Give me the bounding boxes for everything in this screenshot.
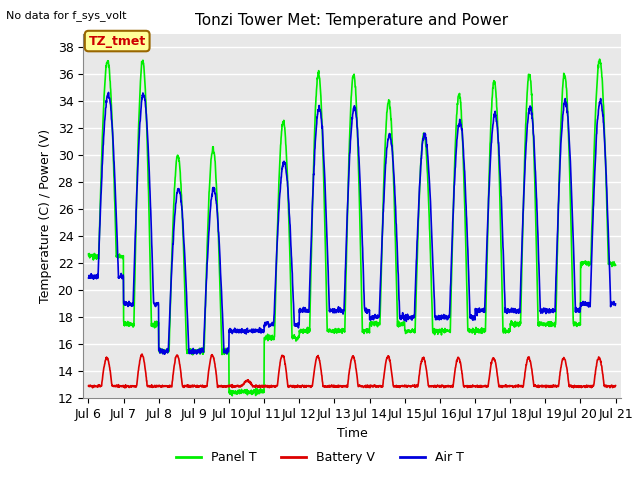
X-axis label: Time: Time (337, 427, 367, 440)
Text: TZ_tmet: TZ_tmet (88, 35, 146, 48)
Legend: Panel T, Battery V, Air T: Panel T, Battery V, Air T (171, 446, 469, 469)
Y-axis label: Temperature (C) / Power (V): Temperature (C) / Power (V) (39, 129, 52, 303)
Title: Tonzi Tower Met: Temperature and Power: Tonzi Tower Met: Temperature and Power (195, 13, 509, 28)
Text: No data for f_sys_volt: No data for f_sys_volt (6, 10, 127, 21)
